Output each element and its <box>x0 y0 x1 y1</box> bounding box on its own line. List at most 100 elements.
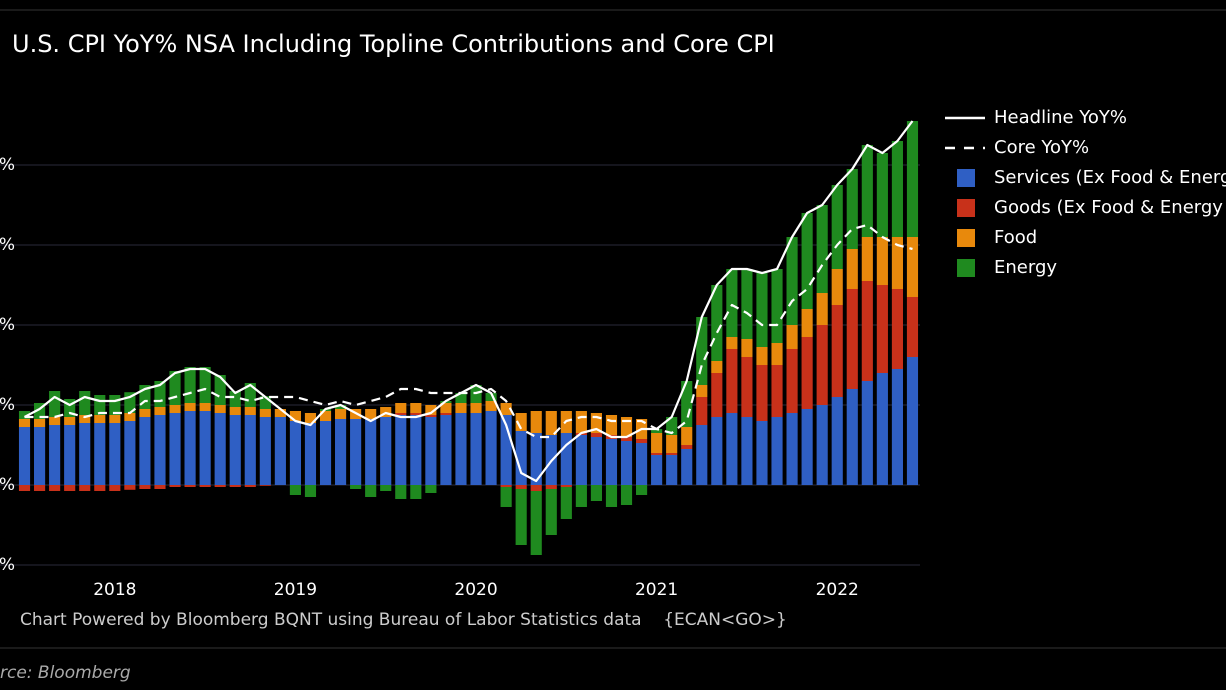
bar-segment <box>304 485 317 497</box>
bar-segment <box>425 415 437 417</box>
bar-segment <box>94 423 106 485</box>
bar-segment <box>711 361 723 373</box>
x-tick-label: 2020 <box>454 580 497 600</box>
bar-segment <box>154 407 166 415</box>
bar-segment <box>756 273 768 347</box>
bar-segment <box>214 485 226 487</box>
bar-segment <box>891 237 903 289</box>
bar-segment <box>380 485 392 491</box>
bar-segment <box>831 397 843 485</box>
bar-segment <box>154 415 166 485</box>
y-tick-label: % <box>0 235 15 255</box>
bar-segment <box>771 269 783 343</box>
bar-segment <box>831 269 843 305</box>
bar-segment <box>906 121 919 237</box>
legend-label: Energy <box>994 257 1057 278</box>
bar-segment <box>94 395 106 415</box>
bar-segment <box>771 343 783 365</box>
bar-segment <box>18 419 31 427</box>
bar-segment <box>410 485 422 499</box>
bar-segment <box>410 415 422 485</box>
bar-segment <box>500 485 512 487</box>
bar-segment <box>34 403 46 419</box>
bar-segment <box>876 237 888 285</box>
bar-segment <box>801 213 813 309</box>
bar-segment <box>741 357 753 417</box>
bar-segment <box>891 369 903 485</box>
bar-segment <box>485 411 497 485</box>
bar-segment <box>651 453 663 455</box>
bar-segment <box>395 403 407 413</box>
bar-segment <box>335 419 347 485</box>
bar-segment <box>199 485 211 487</box>
bar-segment <box>214 405 226 413</box>
bar-segment <box>756 421 768 485</box>
bar-segment <box>79 423 91 485</box>
source: rce: Bloomberg <box>0 663 131 683</box>
bar-segment <box>139 417 151 485</box>
bar-segment <box>124 421 136 485</box>
bar-segment <box>515 413 527 431</box>
bar-segment <box>891 141 903 237</box>
bar-segment <box>49 391 61 417</box>
bar-segment <box>666 453 678 455</box>
bar-segment <box>515 489 527 545</box>
bar-segment <box>861 145 873 237</box>
bar-segment <box>666 455 678 485</box>
bar-segment <box>64 485 76 491</box>
bar-segment <box>470 413 482 485</box>
bar-segment <box>801 309 813 337</box>
bar-segment <box>500 487 512 507</box>
bar-segment <box>319 421 332 485</box>
bar-segment <box>681 445 693 449</box>
line-series <box>23 120 914 483</box>
bar-segment <box>816 325 828 405</box>
bar-segment <box>470 403 482 413</box>
line-series <box>24 223 913 439</box>
bar-segment <box>876 153 888 237</box>
bar-segment <box>741 417 753 485</box>
x-tick-label: 2021 <box>635 580 678 600</box>
bar-segment <box>590 433 602 437</box>
bar-segment <box>846 389 858 485</box>
bar-segment <box>861 237 873 281</box>
bar-segment <box>184 411 196 485</box>
bar-segment <box>666 417 678 435</box>
legend-swatch <box>957 229 975 247</box>
bar-segment <box>214 375 226 405</box>
bar-segment <box>64 399 76 417</box>
bar-segment <box>425 417 437 485</box>
bar-segment <box>545 485 557 489</box>
bar-segment <box>575 435 587 485</box>
bar-segment <box>801 337 813 409</box>
bar-segment <box>816 405 828 485</box>
bar-segment <box>906 297 919 357</box>
bar-segment <box>64 417 76 425</box>
bar-segment <box>801 409 813 485</box>
bar-segment <box>274 409 286 417</box>
chart-title: U.S. CPI YoY% NSA Including Topline Cont… <box>12 30 775 58</box>
bar-segment <box>425 485 437 493</box>
bar-segment <box>590 413 602 433</box>
bar-segment <box>124 485 136 490</box>
bar-segment <box>124 392 136 413</box>
bar-segment <box>515 485 527 489</box>
bar-segment <box>109 423 121 485</box>
legend-label: Headline YoY% <box>994 107 1127 128</box>
bar-segment <box>274 417 286 485</box>
bar-segment <box>169 413 181 485</box>
y-tick-label: % <box>0 395 15 415</box>
bar-segment <box>425 405 437 415</box>
bar-segment <box>545 411 557 435</box>
bar-segment <box>816 205 828 293</box>
bar-segment <box>846 289 858 389</box>
bar-segment <box>636 443 648 485</box>
bar-segment <box>169 485 181 487</box>
bar-segment <box>620 441 633 485</box>
x-tick-label: 2019 <box>274 580 317 600</box>
bar-segment <box>440 413 452 415</box>
bar-segment <box>335 405 347 409</box>
bar-segment <box>199 403 211 411</box>
bar-segment <box>726 413 738 485</box>
bar-segment <box>184 367 196 403</box>
